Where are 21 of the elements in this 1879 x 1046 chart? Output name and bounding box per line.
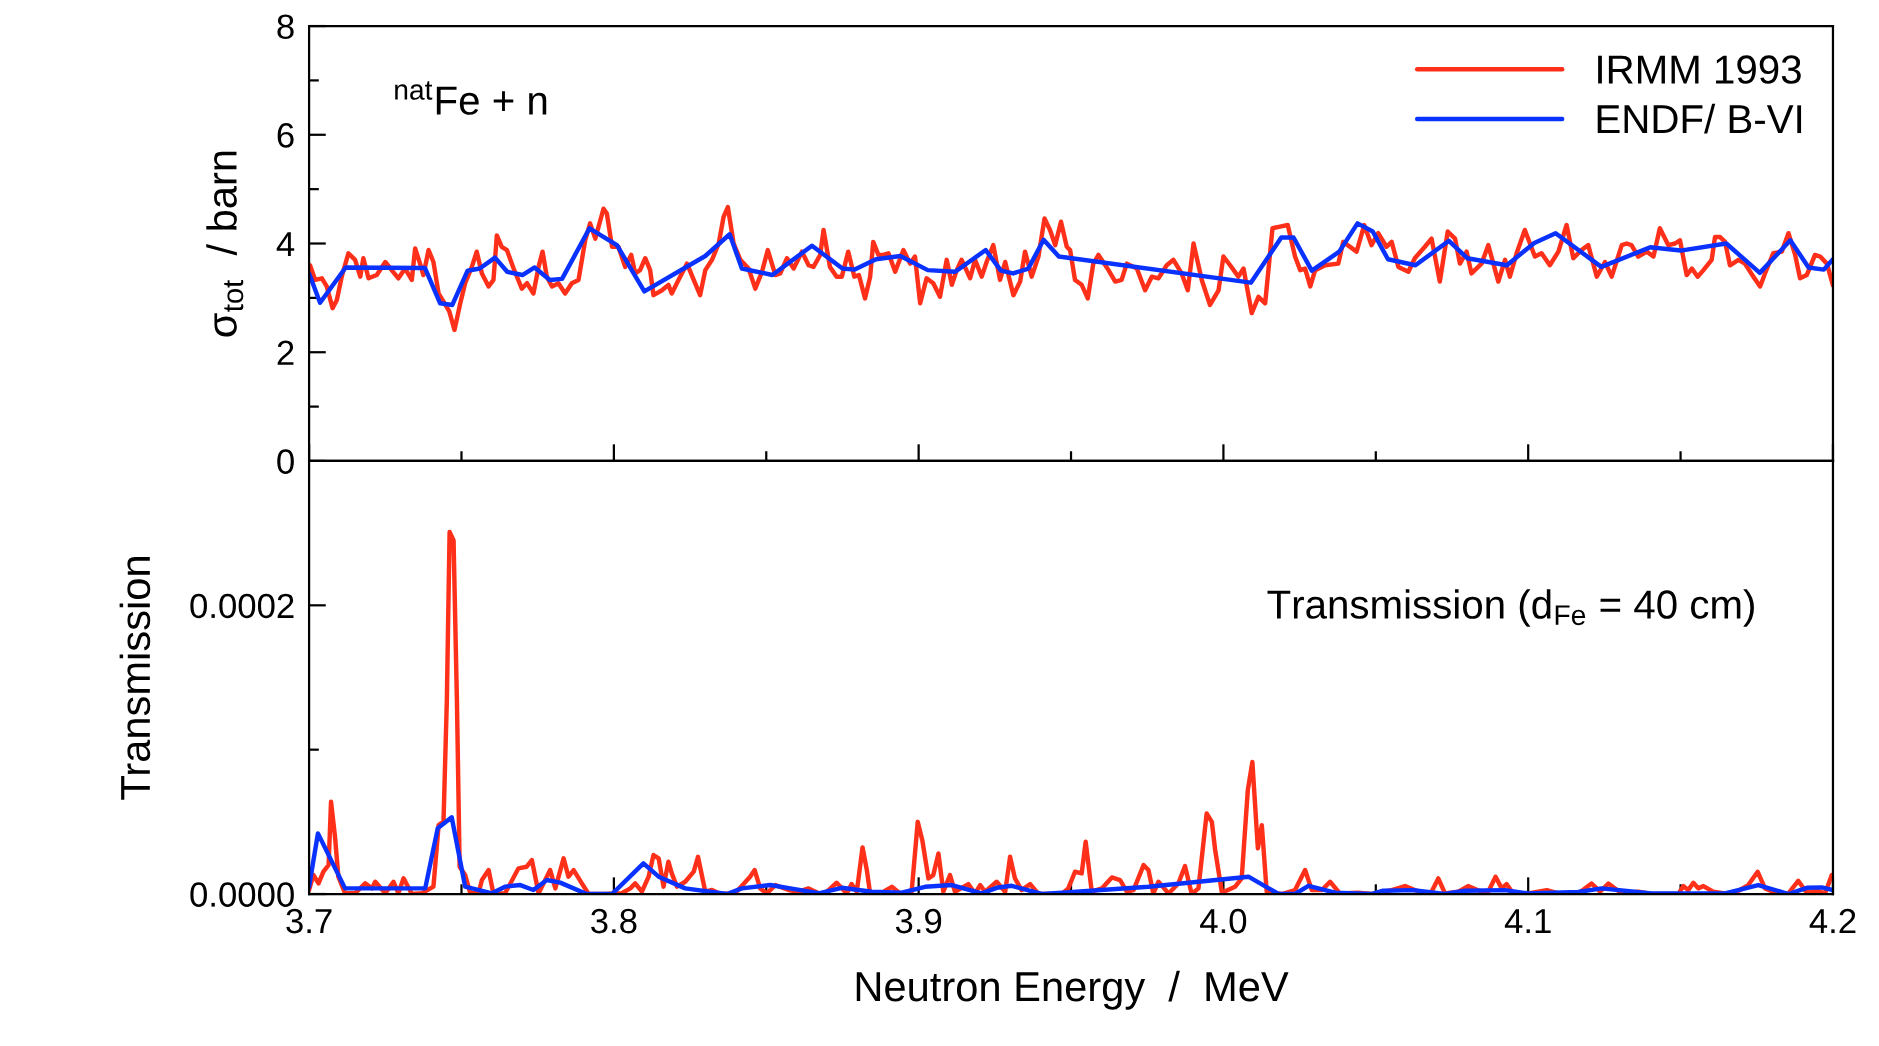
annotation: $^{nat}$Fe + n xyxy=(395,81,547,115)
x-tick-label: 4.0 xyxy=(1200,908,1247,934)
x-tick-label: 3.9 xyxy=(895,908,942,934)
annotation: Transmission (d$_{Fe}$ = 40 cm) xyxy=(1267,589,1754,627)
y-tick-label: 4 xyxy=(276,232,295,257)
y-tick-label: 8 xyxy=(277,14,294,39)
y-tick-label: 0 xyxy=(277,449,294,474)
y-axis-title: Transmission xyxy=(119,557,151,800)
legend-label: IRMM 1993 xyxy=(1598,55,1801,84)
y-tick-label: 6 xyxy=(277,123,294,148)
x-tick-label: 4.2 xyxy=(1809,908,1856,934)
y-tick-label: 0.0002 xyxy=(190,593,294,619)
legend-label: ENDF/ B-VI xyxy=(1597,103,1802,134)
x-tick-label: 4.1 xyxy=(1504,909,1551,934)
x-tick-label: 3.8 xyxy=(591,908,637,934)
y-tick-label: 2 xyxy=(277,340,294,365)
x-axis-title: Neutron Energy / MeV xyxy=(856,970,1289,1010)
x-tick-label: 3.7 xyxy=(286,908,332,934)
y-tick-label: 0.0000 xyxy=(190,882,294,907)
line-series xyxy=(309,221,1833,308)
y-axis-title: σ$_{tot}$ / barn xyxy=(206,151,244,337)
